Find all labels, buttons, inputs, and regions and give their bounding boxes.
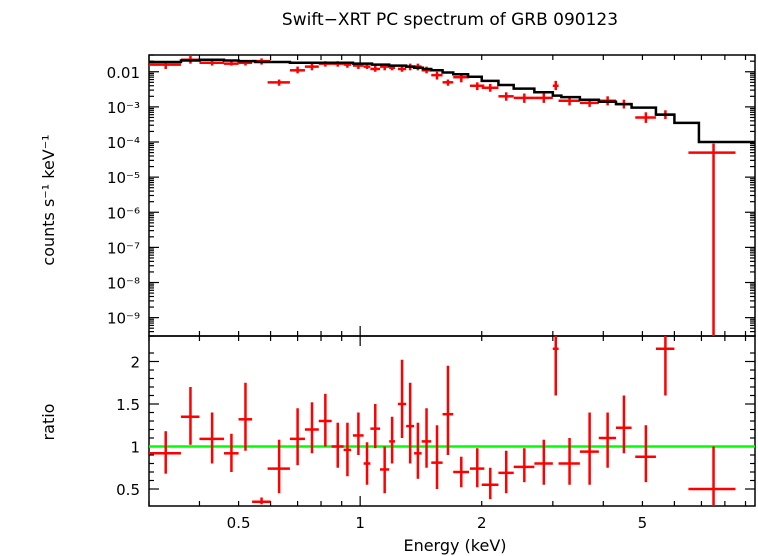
y-axis-label-ratio: ratio (39, 404, 58, 441)
y-tick-label: 10⁻³ (107, 99, 140, 117)
y-tick-label: 10⁻⁷ (107, 239, 140, 257)
y-tick-label: 1 (130, 439, 140, 457)
spectrum-panel-frame (148, 54, 756, 337)
chart-title: Swift−XRT PC spectrum of GRB 090123 (282, 10, 618, 30)
y-tick-label: 2 (130, 354, 140, 372)
spectrum-model-line (149, 58, 755, 144)
x-tick-label: 2 (477, 514, 487, 532)
x-tick-label: 0.5 (227, 514, 251, 532)
x-tick-label: 1 (355, 514, 365, 532)
y-tick-label: 10⁻⁹ (107, 310, 140, 328)
y-tick-label: 10⁻⁸ (107, 275, 140, 293)
y-tick-label: 10⁻⁵ (107, 169, 140, 187)
y-tick-label: 1.5 (116, 396, 140, 414)
ratio-panel-frame (148, 335, 756, 507)
y-axis-label-spectrum: counts s⁻¹ keV⁻¹ (39, 134, 58, 265)
x-tick-label: 5 (638, 514, 648, 532)
y-tick-label: 0.01 (107, 64, 140, 82)
y-tick-label: 10⁻⁶ (107, 204, 140, 222)
y-tick-label: 0.5 (116, 481, 140, 499)
plot-layer: 0.5 1 2 5 0.01 10⁻³ 10⁻⁴ 10⁻⁵ 10⁻⁶ 10⁻⁷ 10⁻⁸ 10⁻⁹ 0.… (107, 54, 756, 532)
x-axis-label: Energy (keV) (403, 536, 506, 555)
y-tick-label: 10⁻⁴ (107, 134, 140, 152)
